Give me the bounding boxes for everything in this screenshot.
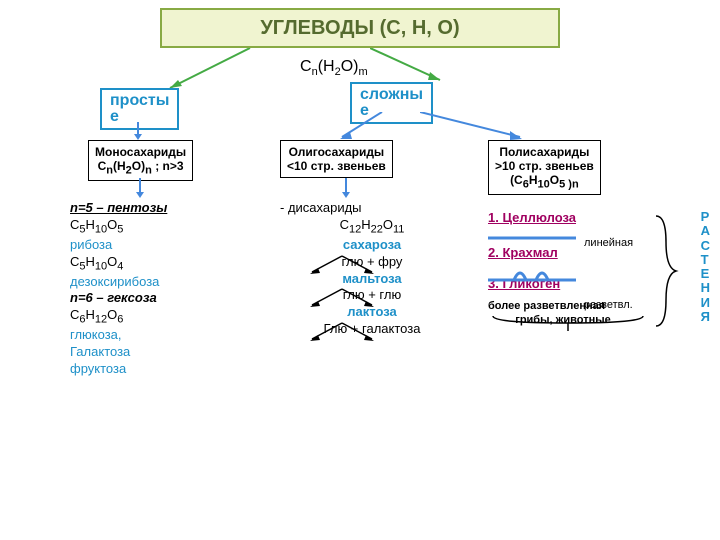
maltose-arrows [272, 287, 412, 309]
arrow-complex-poly [420, 112, 540, 142]
ribose-formula: С5Н10О5 [70, 217, 250, 237]
galactose: Галактоза [70, 344, 250, 361]
fructose: фруктоза [70, 361, 250, 378]
lactose-arrows [272, 321, 412, 343]
glucose: глюкоза, [70, 327, 250, 344]
col1: n=5 – пентозы С5Н10О5 рибоза С5Н10О4 дез… [70, 200, 250, 378]
poly-formula: (С6Н10О5 )n [495, 173, 594, 190]
title-text: УГЛЕВОДЫ (С, Н, О) [260, 17, 459, 40]
poly-box: Полисахариды >10 стр. звеньев (С6Н10О5 )… [488, 140, 601, 195]
deoxy-formula: С5Н10О4 [70, 254, 250, 274]
oligo-title: Олигосахариды [287, 145, 386, 159]
hexose-label: n=6 – гексоза [70, 290, 250, 307]
mono-formula: Cn(H2O)n ; n>3 [95, 159, 186, 176]
mono-title: Моносахариды [95, 145, 186, 159]
oligo-sub: <10 стр. звеньев [287, 159, 386, 173]
poly-sub: >10 стр. звеньев [495, 159, 594, 173]
oligo-box: Олигосахариды <10 стр. звеньев [280, 140, 393, 178]
glucose-formula: С6Н12О6 [70, 307, 250, 327]
disacch: - дисахариды [272, 200, 472, 217]
col2: - дисахариды С12Н22О11 сахароза глю + фр… [272, 200, 472, 338]
deoxy: дезоксирибоза [70, 274, 250, 291]
side-bracket [652, 212, 680, 330]
starch-line [488, 262, 618, 290]
poly-title: Полисахариды [495, 145, 594, 159]
title-box: УГЛЕВОДЫ (С, Н, О) [160, 8, 560, 48]
col3: 1. Целлюлоза линейная 2. Крахмал разветв… [488, 210, 638, 327]
linear-label: линейная [584, 236, 633, 250]
ribose: рибоза [70, 237, 250, 254]
branched-label: разветвл. [584, 298, 633, 312]
arrow-simple-mono [128, 122, 158, 142]
pentose-label: n=5 – пентозы [70, 200, 250, 217]
mono-box: Моносахариды Cn(H2O)n ; n>3 [88, 140, 193, 181]
cellulose: 1. Целлюлоза [488, 210, 638, 227]
arrow-mono-down [130, 178, 150, 200]
sucrose-arrows [272, 254, 412, 276]
disacch-formula: С12Н22О11 [272, 217, 472, 237]
arrow-complex-oligo [332, 112, 392, 142]
glycogen-bracket [488, 313, 648, 335]
main-formula: Cn(H2O)m [300, 58, 368, 78]
side-label: Р А С Т Е Н И Я [701, 210, 710, 324]
sucrose: сахароза [272, 237, 472, 254]
arrow-oligo-down [336, 178, 356, 200]
